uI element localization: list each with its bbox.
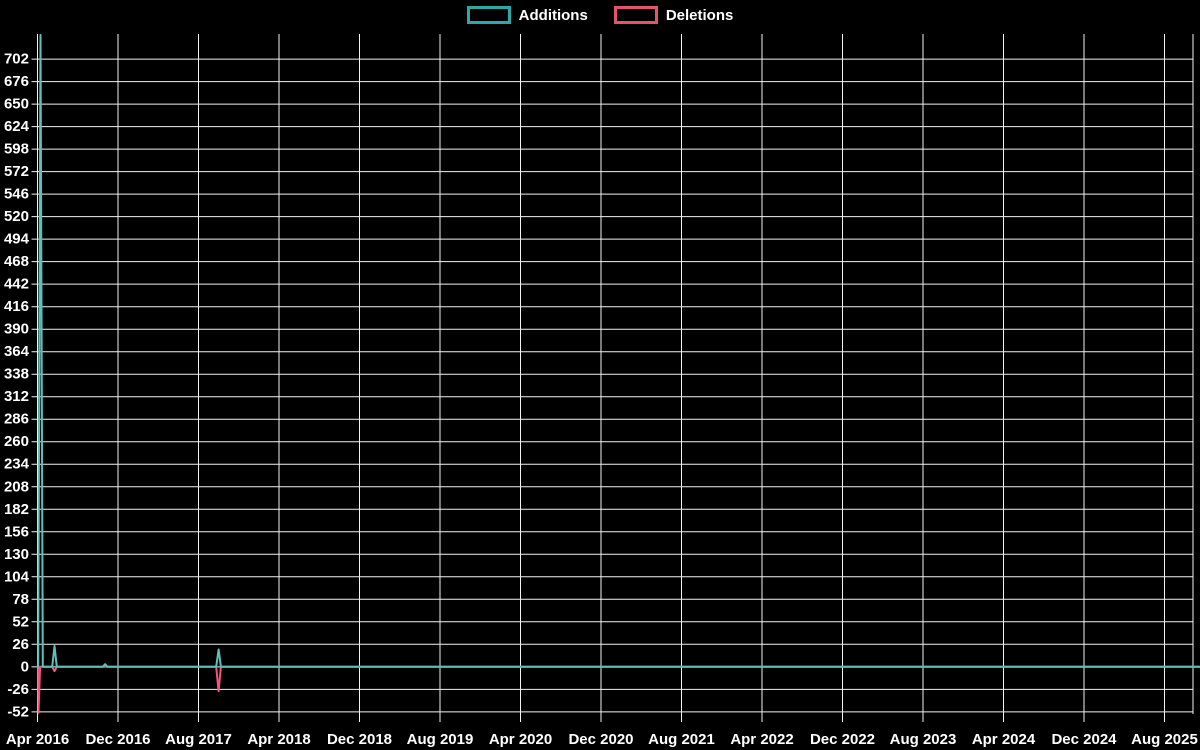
additions-line bbox=[37, 33, 1200, 668]
vertical-gridlines bbox=[37, 34, 1194, 722]
series-lines bbox=[37, 33, 1200, 714]
y-tick-label: 494 bbox=[4, 231, 30, 248]
y-tick-label: 156 bbox=[4, 523, 29, 540]
x-tick-label: Apr 2016 bbox=[6, 731, 69, 748]
y-tick-label: 468 bbox=[4, 253, 29, 270]
y-tick-label: 650 bbox=[4, 96, 29, 113]
y-tick-label: 702 bbox=[4, 51, 29, 68]
x-tick-label: Apr 2018 bbox=[247, 731, 310, 748]
y-tick-label: 676 bbox=[4, 73, 29, 90]
additions-legend-label: Additions bbox=[518, 6, 588, 24]
y-tick-label: 416 bbox=[4, 298, 29, 315]
x-tick-label: Aug 2021 bbox=[648, 731, 715, 748]
y-tick-label: 520 bbox=[4, 208, 29, 225]
x-tick-label: Dec 2020 bbox=[568, 731, 633, 748]
y-tick-label: 624 bbox=[4, 118, 30, 135]
x-tick-label: Aug 2017 bbox=[165, 731, 232, 748]
y-tick-label: 442 bbox=[4, 276, 29, 293]
y-tick-label: 338 bbox=[4, 366, 29, 383]
x-tick-label: Dec 2018 bbox=[327, 731, 392, 748]
x-tick-label: Aug 2019 bbox=[407, 731, 474, 748]
y-tick-label: 0 bbox=[21, 658, 29, 675]
y-tick-label: 286 bbox=[4, 411, 29, 428]
additions-legend-swatch-icon bbox=[466, 6, 511, 24]
y-tick-label: 312 bbox=[4, 388, 29, 405]
x-tick-label: Apr 2022 bbox=[730, 731, 793, 748]
y-tick-label: 546 bbox=[4, 186, 29, 203]
x-tick-label: Apr 2024 bbox=[972, 731, 1036, 748]
y-tick-label: 208 bbox=[4, 478, 29, 495]
y-tick-label: -52 bbox=[7, 703, 29, 720]
chart-legend: Additions Deletions bbox=[0, 6, 1200, 24]
x-tick-label: Apr 2020 bbox=[489, 731, 552, 748]
x-tick-label: Aug 2023 bbox=[890, 731, 957, 748]
deletions-line bbox=[37, 665, 1200, 714]
legend-item-additions[interactable]: Additions bbox=[466, 6, 588, 24]
x-tick-label: Dec 2022 bbox=[810, 731, 875, 748]
y-tick-label: -26 bbox=[7, 681, 29, 698]
x-axis-tick-labels: Apr 2016 Dec 2016 Aug 2017 Apr 2018 Dec 2018… bbox=[6, 731, 1198, 748]
deletions-legend-label: Deletions bbox=[665, 6, 734, 24]
y-tick-label: 78 bbox=[12, 591, 29, 608]
x-tick-label: Dec 2024 bbox=[1051, 731, 1117, 748]
deletions-legend-swatch-icon bbox=[613, 6, 658, 24]
x-tick-label: Aug 2025 bbox=[1131, 731, 1198, 748]
y-tick-label: 130 bbox=[4, 546, 29, 563]
horizontal-gridlines bbox=[31, 58, 1193, 713]
y-tick-label: 26 bbox=[12, 636, 29, 653]
y-tick-label: 260 bbox=[4, 433, 29, 450]
legend-item-deletions[interactable]: Deletions bbox=[613, 6, 734, 24]
y-tick-label: 104 bbox=[4, 568, 30, 585]
y-tick-label: 364 bbox=[4, 343, 30, 360]
y-tick-label: 390 bbox=[4, 321, 29, 338]
y-axis-tick-labels: 7026766506245985725465204944684424163903… bbox=[4, 51, 30, 721]
y-tick-label: 52 bbox=[12, 613, 29, 630]
y-tick-label: 182 bbox=[4, 501, 29, 518]
y-tick-label: 572 bbox=[4, 163, 29, 180]
x-tick-label: Dec 2016 bbox=[85, 731, 150, 748]
y-tick-label: 598 bbox=[4, 141, 29, 158]
y-tick-label: 234 bbox=[4, 456, 30, 473]
